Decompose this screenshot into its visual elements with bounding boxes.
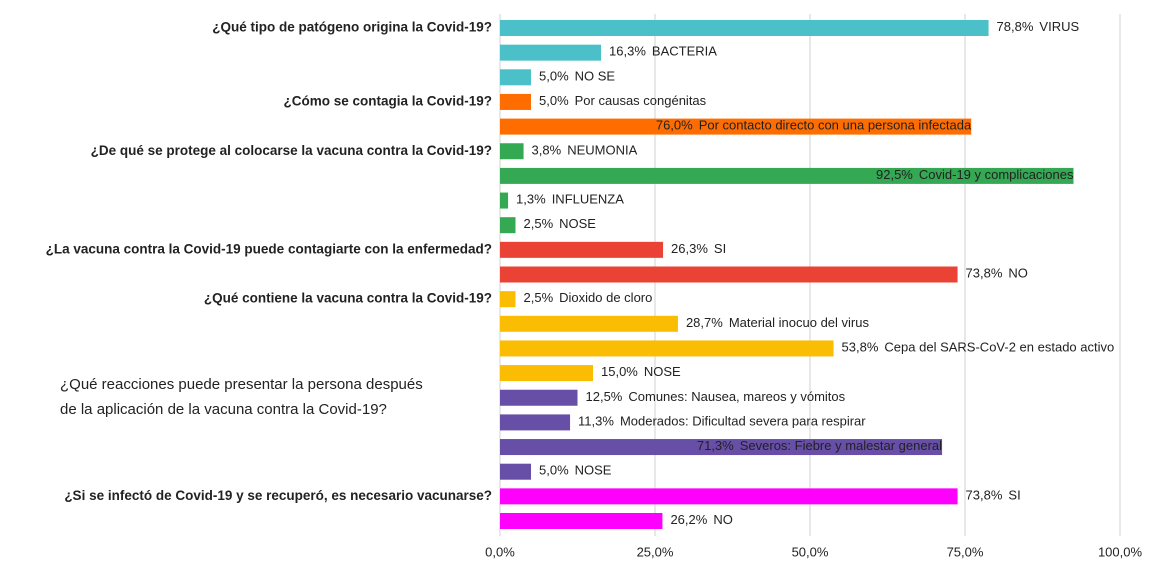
bar <box>500 291 516 308</box>
category-text: SI <box>1008 488 1020 503</box>
value-label: 12,5% Comunes: Nausea, mareos y vómitos <box>586 389 846 404</box>
bar <box>500 365 593 382</box>
bar <box>500 463 531 480</box>
question-label: ¿Si se infectó de Covid-19 y se recuperó… <box>64 488 492 503</box>
bar <box>500 20 989 36</box>
value-label: 2,5% NOSE <box>524 217 597 232</box>
value-text: 12,5% <box>586 389 623 404</box>
question-label: de la aplicación de la vacuna contra la … <box>60 401 387 418</box>
bar <box>500 118 972 135</box>
category-text: Material inocuo del virus <box>729 315 870 330</box>
value-label: 26,3% SI <box>671 241 726 256</box>
category-text: Severos: Fiebre y malestar general <box>740 438 942 453</box>
value-text: 73,8% <box>966 266 1003 281</box>
category-text: NOSE <box>644 365 681 380</box>
question-label: ¿Qué tipo de patógeno origina la Covid-1… <box>212 20 492 35</box>
x-tick-label: 0,0% <box>485 544 515 559</box>
value-text: 15,0% <box>601 365 638 380</box>
bar <box>500 167 1074 184</box>
category-text: NOSE <box>575 463 612 478</box>
question-label: ¿La vacuna contra la Covid-19 puede cont… <box>46 241 492 256</box>
x-tick-label: 100,0% <box>1098 544 1143 559</box>
value-label: 5,0% NO SE <box>539 69 615 84</box>
value-text: 2,5% <box>524 291 554 306</box>
value-text: 11,3% <box>578 414 614 429</box>
bar <box>500 143 524 160</box>
category-text: Covid-19 y complicaciones <box>919 167 1074 182</box>
value-text: 5,0% <box>539 463 569 478</box>
value-text: 26,3% <box>671 241 708 256</box>
category-text: SI <box>714 241 726 256</box>
category-text: Comunes: Nausea, mareos y vómitos <box>628 389 845 404</box>
value-label: 71,3% Severos: Fiebre y malestar general <box>697 438 942 453</box>
value-text: 1,3% <box>516 192 546 207</box>
value-text: 2,5% <box>524 217 554 232</box>
category-text: Por contacto directo con una persona inf… <box>699 118 972 133</box>
value-label: 5,0% NOSE <box>539 463 612 478</box>
bar <box>500 241 664 258</box>
value-label: 73,8% SI <box>966 488 1021 503</box>
bar <box>500 389 578 406</box>
value-label: 26,2% NO <box>670 512 732 527</box>
value-label: 28,7% Material inocuo del virus <box>686 315 870 330</box>
value-text: 26,2% <box>670 512 707 527</box>
bar <box>500 340 834 357</box>
category-text: NEUMONIA <box>567 143 637 158</box>
category-text: Cepa del SARS-CoV-2 en estado activo <box>884 340 1114 355</box>
category-text: NO <box>1008 266 1028 281</box>
category-text: INFLUENZA <box>552 192 625 207</box>
value-label: 73,8% NO <box>966 266 1028 281</box>
value-label: 16,3% BACTERIA <box>609 44 717 59</box>
question-label: ¿Cómo se contagia la Covid-19? <box>283 94 492 109</box>
bar <box>500 439 943 456</box>
bar <box>500 414 571 431</box>
category-text: NO SE <box>575 69 616 84</box>
value-label: 76,0% Por contacto directo con una person… <box>656 118 972 133</box>
bar <box>500 488 958 505</box>
value-label: 78,8% VIRUS <box>997 19 1080 34</box>
value-text: 92,5% <box>876 167 913 182</box>
category-text: NO <box>713 512 733 527</box>
value-text: 53,8% <box>842 340 879 355</box>
bar <box>500 513 663 529</box>
category-text: Por causas congénitas <box>575 93 707 108</box>
bar <box>500 44 602 61</box>
bar <box>500 266 958 283</box>
question-label: ¿Qué reacciones puede presentar la perso… <box>60 376 423 393</box>
value-text: 28,7% <box>686 315 723 330</box>
value-label: 5,0% Por causas congénitas <box>539 93 707 108</box>
value-label: 92,5% Covid-19 y complicaciones <box>876 167 1074 182</box>
question-label: ¿De qué se protege al colocarse la vacun… <box>91 143 492 158</box>
bar <box>500 315 678 332</box>
bar <box>500 192 509 209</box>
category-text: Moderados: Dificultad severa para respir… <box>620 414 866 429</box>
value-label: 11,3% Moderados: Dificultad severa para r… <box>578 414 866 429</box>
value-label: 15,0% NOSE <box>601 365 681 380</box>
value-text: 73,8% <box>966 488 1003 503</box>
category-text: VIRUS <box>1039 19 1079 34</box>
value-label: 1,3% INFLUENZA <box>516 192 624 207</box>
x-tick-label: 25,0% <box>637 544 674 559</box>
value-label: 2,5% Dioxido de cloro <box>524 291 653 306</box>
value-text: 5,0% <box>539 69 569 84</box>
question-label: ¿Qué contiene la vacuna contra la Covid-… <box>204 291 492 306</box>
value-text: 76,0% <box>656 118 693 133</box>
category-text: Dioxido de cloro <box>559 291 652 306</box>
bar <box>500 93 531 110</box>
value-text: 5,0% <box>539 93 569 108</box>
bar <box>500 69 531 86</box>
value-text: 16,3% <box>609 44 646 59</box>
bar <box>500 217 516 234</box>
x-tick-label: 75,0% <box>947 544 984 559</box>
x-tick-label: 50,0% <box>792 544 829 559</box>
value-label: 53,8% Cepa del SARS-CoV-2 en estado activ… <box>842 340 1115 355</box>
value-text: 3,8% <box>532 143 562 158</box>
value-label: 3,8% NEUMONIA <box>532 143 638 158</box>
value-text: 78,8% <box>997 19 1034 34</box>
category-text: NOSE <box>559 217 596 232</box>
value-text: 71,3% <box>697 438 734 453</box>
category-text: BACTERIA <box>652 44 717 59</box>
